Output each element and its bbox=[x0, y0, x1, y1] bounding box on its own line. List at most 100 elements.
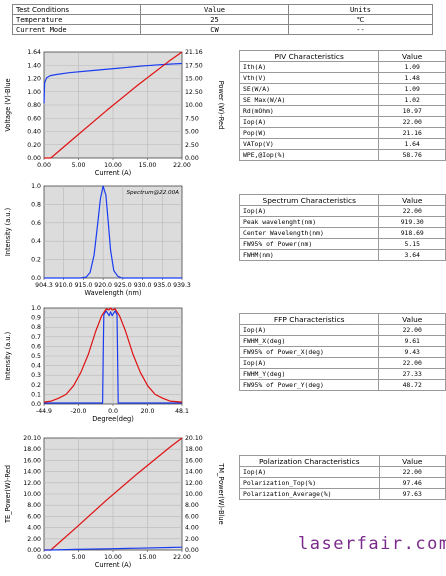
y2-tick-label: 10.00 bbox=[185, 491, 203, 498]
series-line bbox=[43, 307, 183, 403]
y-tick-label: 0.0 bbox=[31, 401, 41, 408]
x-tick-label: 5.00 bbox=[72, 554, 86, 561]
x-tick-label: 925.0 bbox=[114, 282, 132, 289]
y-tick-label: 0.7 bbox=[31, 334, 41, 341]
table-row: Polarization_Top(%) 97.46 bbox=[239, 477, 446, 489]
param-cell: Iop(A) bbox=[238, 324, 380, 336]
piv-chart: 0.00 5.00 10.00 15.00 22.000.000.200.400.600… bbox=[4, 49, 225, 177]
y-tick-label: 0.40 bbox=[27, 129, 41, 136]
value-cell: 22.00 bbox=[378, 116, 446, 128]
value-cell: 22.00 bbox=[378, 205, 446, 217]
y-tick-label: 16.00 bbox=[23, 457, 41, 464]
y-tick-label: 1.20 bbox=[27, 76, 41, 83]
table-header-row: Polarization Characteristics Value bbox=[239, 455, 446, 467]
x-tick-label: 0.00 bbox=[37, 162, 51, 169]
table-title: Polarization Characteristics bbox=[239, 455, 380, 467]
param-cell: Center Wavelength(nm) bbox=[238, 227, 380, 239]
y2-axis-label: TM_Power(W)-Blue bbox=[217, 462, 225, 524]
piv-characteristics-table: PIV Characteristics Value Ith(A) 1.09 Vth(… bbox=[238, 50, 446, 161]
y-axis-label: Intensity (a.u.) bbox=[4, 332, 12, 380]
y-axis-label: Voltage (V)-Blue bbox=[4, 78, 12, 131]
table-row: FW95% of Power_Y(deg) 48.72 bbox=[238, 379, 446, 391]
spectrum-chart: 904.3 910.0 915.0 920.0 925.0 930.0 935.0 939.3… bbox=[4, 183, 191, 297]
value-cell: 21.16 bbox=[378, 127, 446, 139]
x-tick-label: 5.00 bbox=[72, 162, 86, 169]
value-cell: 1.09 bbox=[378, 61, 446, 73]
value-cell: 97.63 bbox=[378, 488, 446, 500]
series-line bbox=[43, 62, 183, 104]
y-tick-label: 18.00 bbox=[23, 446, 41, 453]
y2-tick-label: 10.00 bbox=[185, 102, 203, 109]
y2-tick-label: 5.00 bbox=[185, 129, 199, 136]
table-row: Temperature 25 ℃ bbox=[12, 14, 433, 25]
table-row: FW95% of Power_X(deg) 9.43 bbox=[238, 346, 446, 358]
table-header-row: FFP Characteristics Value bbox=[238, 313, 446, 325]
value-cell: 22.00 bbox=[378, 324, 446, 336]
param-cell: Pop(W) bbox=[238, 127, 380, 139]
table-header-row: Spectrum Characteristics Value bbox=[238, 194, 446, 206]
table-title: PIV Characteristics bbox=[238, 50, 380, 62]
y-tick-label: 14.00 bbox=[23, 469, 41, 476]
param-cell: Polarization_Average(%) bbox=[239, 488, 380, 500]
y-tick-label: 1.0 bbox=[31, 305, 41, 312]
value-cell: 1.02 bbox=[378, 94, 446, 106]
table-row: FWHM_X(deg) 9.61 bbox=[238, 335, 446, 347]
x-tick-label: 920.0 bbox=[94, 282, 112, 289]
table-row: Iop(A) 22.00 bbox=[238, 205, 446, 217]
param-cell: WPE,@Iop(%) bbox=[238, 149, 380, 161]
y-tick-label: 1.0 bbox=[31, 183, 41, 190]
value-cell: 918.69 bbox=[378, 227, 446, 239]
param-cell: Vth(V) bbox=[238, 72, 380, 84]
value-cell: 3.64 bbox=[378, 249, 446, 261]
x-tick-label: 904.3 bbox=[35, 282, 53, 289]
y-axis-label: Intensity (a.u.) bbox=[4, 208, 12, 256]
y-tick-label: 0.20 bbox=[27, 142, 41, 149]
ffp-chart: -44.9 -20.0 0.0 20.0 48.1 0.0 0.1 0.2 0.3 0.4 0.5 0… bbox=[4, 305, 189, 423]
table-row: FW95% of Power(nm) 5.15 bbox=[238, 238, 446, 250]
table-title: Spectrum Characteristics bbox=[238, 194, 380, 206]
param-cell: FW95% of Power(nm) bbox=[238, 238, 380, 250]
test-conditions-table: Test Conditions Value Units Temperature … bbox=[12, 4, 433, 35]
table-row: FWHM_Y(deg) 27.33 bbox=[238, 368, 446, 380]
chart-annotation: Spectrum@22.00A bbox=[126, 190, 179, 196]
x-tick-label: 935.0 bbox=[153, 282, 171, 289]
y2-tick-label: 12.00 bbox=[185, 480, 203, 487]
y2-tick-label: 0.00 bbox=[185, 547, 199, 554]
y-tick-label: 0.6 bbox=[31, 343, 41, 350]
y2-tick-label: 14.00 bbox=[185, 469, 203, 476]
y-tick-label: 8.00 bbox=[27, 502, 41, 509]
y2-tick-label: 18.00 bbox=[185, 446, 203, 453]
polarization-characteristics-table: Polarization Characteristics Value Iop(A… bbox=[239, 455, 446, 500]
table-row: FWHM(nm) 3.64 bbox=[238, 249, 446, 261]
y-tick-label: 20.10 bbox=[23, 435, 41, 442]
y-tick-label: 0.2 bbox=[31, 257, 41, 264]
x-axis-label: Wavelength (nm) bbox=[85, 289, 142, 297]
y-tick-label: 0.8 bbox=[31, 324, 41, 331]
series-line bbox=[44, 546, 183, 551]
value-cell: 9.43 bbox=[378, 346, 446, 358]
y2-tick-label: 0.00 bbox=[185, 155, 199, 162]
y-tick-label: 0.4 bbox=[31, 363, 41, 370]
param-cell: VATop(V) bbox=[238, 138, 380, 150]
polarization-chart: 0.00 5.00 10.00 15.00 22.000.002.004.006.008… bbox=[4, 435, 225, 569]
table-header-row: PIV Characteristics Value bbox=[238, 50, 446, 62]
x-axis-label: Current (A) bbox=[95, 169, 132, 177]
value-cell: 1.48 bbox=[378, 72, 446, 84]
table-row: VATop(V) 1.64 bbox=[238, 138, 446, 150]
y2-tick-label: 12.50 bbox=[185, 89, 203, 96]
value-cell: 919.30 bbox=[378, 216, 446, 228]
table-cell: Temperature bbox=[12, 14, 141, 25]
y2-tick-label: 8.00 bbox=[185, 502, 199, 509]
param-cell: Iop(A) bbox=[238, 116, 380, 128]
y-tick-label: 0.8 bbox=[31, 201, 41, 208]
table-header-row: Test Conditions Value Units bbox=[12, 4, 433, 15]
y-axis-label: TE_Power(W)-Red bbox=[4, 465, 12, 524]
param-cell: Iop(A) bbox=[239, 466, 380, 478]
y-tick-label: 0.60 bbox=[27, 115, 41, 122]
table-cell: Current Mode bbox=[12, 24, 141, 35]
value-cell: 48.72 bbox=[378, 379, 446, 391]
series-line bbox=[44, 185, 182, 279]
param-cell: Iop(A) bbox=[238, 205, 380, 217]
y-tick-label: 0.0 bbox=[31, 275, 41, 282]
param-cell: Peak wavelenght(nm) bbox=[238, 216, 380, 228]
